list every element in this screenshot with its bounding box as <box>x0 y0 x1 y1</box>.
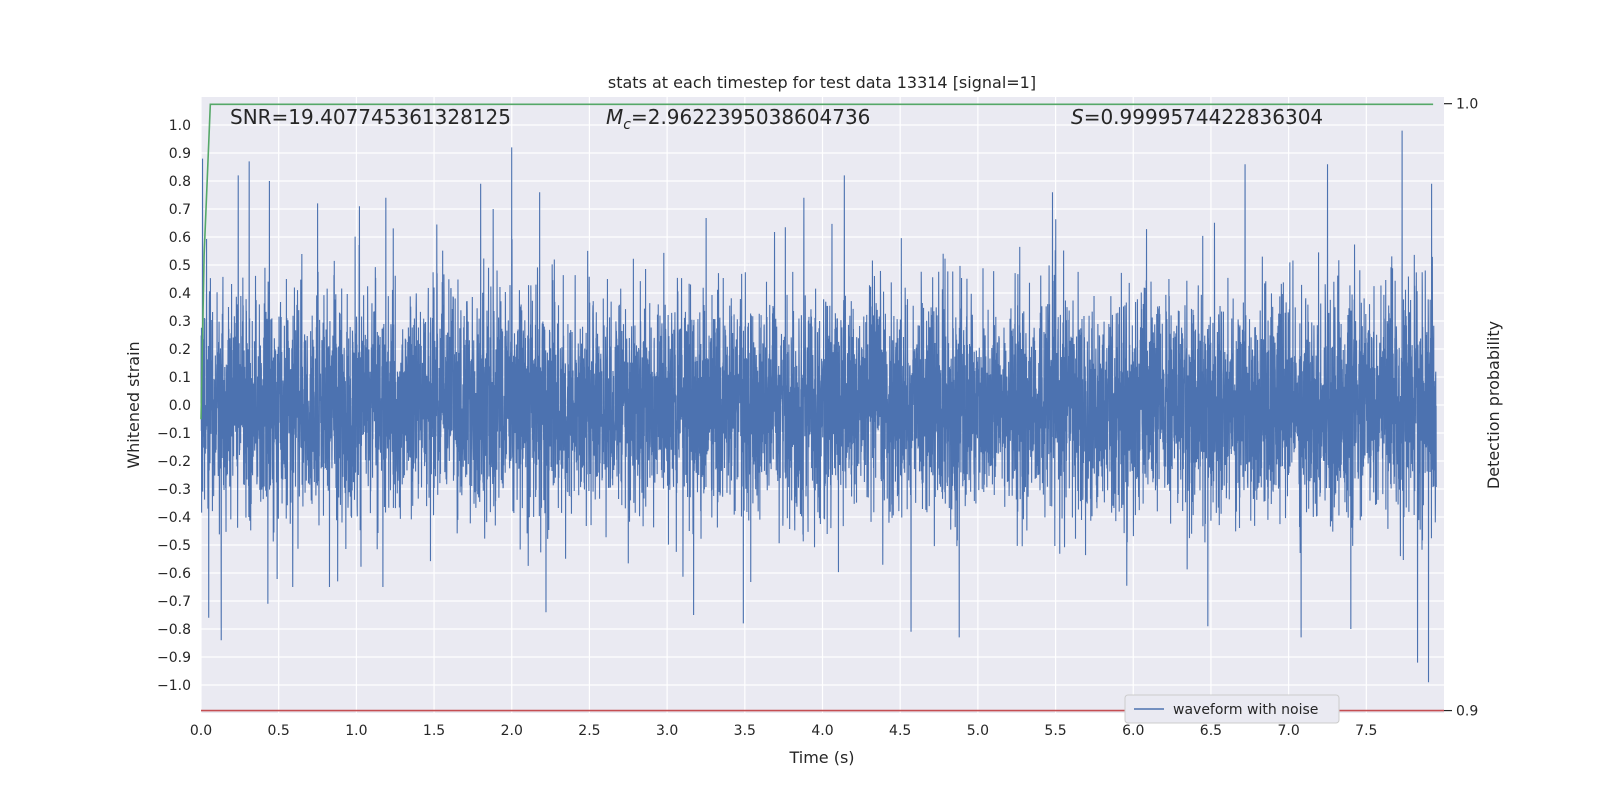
y-tick-label: 0.9 <box>169 146 191 162</box>
chirp-mass-symbol: M <box>606 105 623 129</box>
y-tick-label: −1.0 <box>157 678 191 694</box>
y-tick-label: −0.8 <box>157 622 191 638</box>
x-tick-label: 0.5 <box>268 723 290 739</box>
y-tick-label: 0.0 <box>169 398 191 414</box>
legend: waveform with noise <box>1125 695 1339 723</box>
y-tick-label: −0.7 <box>157 594 191 610</box>
y-tick-label: −0.9 <box>157 650 191 666</box>
score-annotation: S=0.9999574422836304 <box>1071 105 1323 129</box>
y-tick-label: 0.4 <box>169 286 191 302</box>
y-tick-label: −0.2 <box>157 454 191 470</box>
y-tick-label: 0.2 <box>169 342 191 358</box>
chirp-mass-annotation: Mc=2.9622395038604736 <box>606 105 870 133</box>
y-axis-right-label: Detection probability <box>1484 321 1503 489</box>
chart-title: stats at each timestep for test data 133… <box>608 73 1036 92</box>
x-tick-label: 4.0 <box>811 723 833 739</box>
x-tick-label: 6.0 <box>1122 723 1144 739</box>
x-tick-label: 2.5 <box>578 723 600 739</box>
y-tick-label: 0.5 <box>169 258 191 274</box>
y-tick-label: −0.6 <box>157 566 191 582</box>
x-tick-label: 6.5 <box>1200 723 1222 739</box>
y-tick-label: 1.0 <box>169 118 191 134</box>
x-tick-label: 1.5 <box>423 723 445 739</box>
x-tick-label: 5.0 <box>967 723 989 739</box>
x-tick-label: 7.0 <box>1277 723 1299 739</box>
x-axis-label: Time (s) <box>788 748 854 767</box>
x-tick-label: 7.5 <box>1355 723 1377 739</box>
x-tick-label: 3.5 <box>734 723 756 739</box>
y-tick-label: −0.4 <box>157 510 191 526</box>
y-tick-label: −0.1 <box>157 426 191 442</box>
score-value: =0.9999574422836304 <box>1084 105 1323 129</box>
y-right-tick-label: 1.0 <box>1456 97 1478 113</box>
score-symbol: S <box>1071 105 1084 129</box>
x-tick-label: 3.0 <box>656 723 678 739</box>
y-tick-label: 0.6 <box>169 230 191 246</box>
chirp-mass-value: =2.9622395038604736 <box>631 105 870 129</box>
y-right-tick-label: 0.9 <box>1456 704 1478 720</box>
legend-label-waveform: waveform with noise <box>1173 702 1318 718</box>
y-tick-label: 0.1 <box>169 370 191 386</box>
y-tick-label: 0.7 <box>169 202 191 218</box>
x-tick-label: 0.0 <box>190 723 212 739</box>
x-tick-label: 1.0 <box>345 723 367 739</box>
snr-annotation: SNR=19.407745361328125 <box>230 105 511 129</box>
y-tick-label: 0.3 <box>169 314 191 330</box>
y-tick-label: −0.3 <box>157 482 191 498</box>
x-tick-label: 2.0 <box>501 723 523 739</box>
y-tick-label: −0.5 <box>157 538 191 554</box>
x-tick-label: 4.5 <box>889 723 911 739</box>
x-tick-label: 5.5 <box>1044 723 1066 739</box>
y-tick-label: 0.8 <box>169 174 191 190</box>
y-axis-label: Whitened strain <box>124 341 143 468</box>
